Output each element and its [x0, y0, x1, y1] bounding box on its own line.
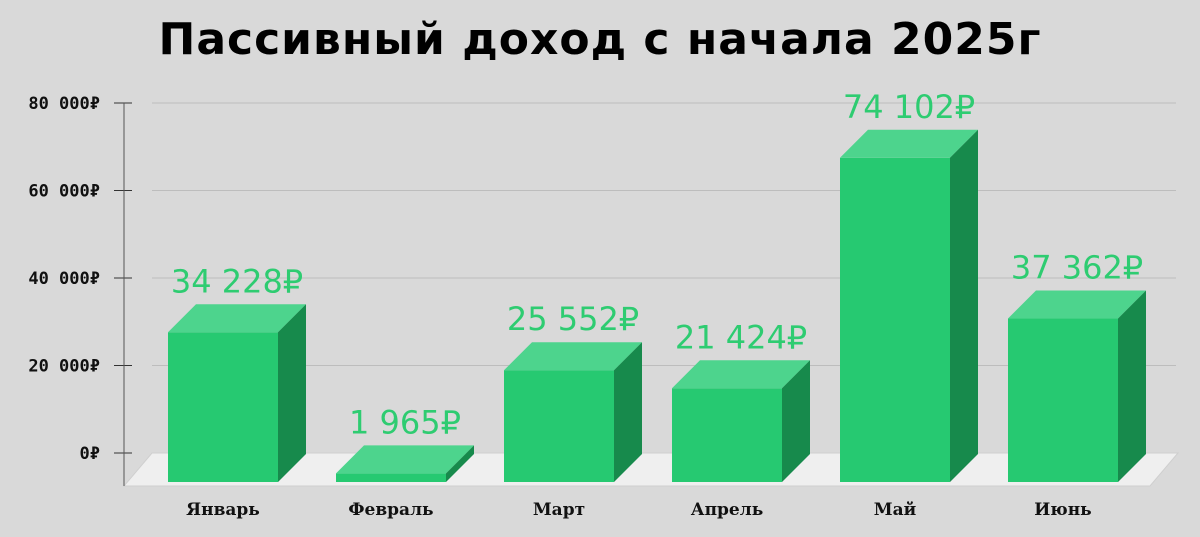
- x-category-label: Май: [874, 500, 917, 520]
- x-category-label: Март: [533, 500, 585, 520]
- bar-top: [1008, 290, 1146, 319]
- bar-top: [672, 360, 810, 389]
- bar-side: [782, 360, 810, 482]
- data-label: 1 965₽: [349, 403, 461, 441]
- data-label: 74 102₽: [843, 88, 975, 126]
- data-label: 34 228₽: [171, 262, 303, 300]
- y-axis: 0₽ 20 000₽ 40 000₽ 60 000₽ 80 000₽: [28, 94, 132, 486]
- bar: [840, 129, 978, 482]
- bar-top: [336, 445, 474, 474]
- bar-side: [950, 129, 978, 482]
- bar-front: [672, 388, 782, 482]
- bar-top: [504, 342, 642, 371]
- bar-front: [840, 157, 950, 482]
- data-label: 37 362₽: [1011, 249, 1143, 287]
- category-labels: Январь Февраль Март Апрель Май Июнь: [186, 500, 1092, 520]
- x-category-label: Июнь: [1034, 500, 1091, 520]
- bar: [1008, 290, 1146, 482]
- data-label: 25 552₽: [507, 300, 639, 338]
- x-category-label: Январь: [186, 500, 260, 520]
- bar-side: [1118, 290, 1146, 482]
- bar-side: [446, 445, 474, 482]
- bar: [672, 360, 810, 482]
- y-tick-label: 60 000₽: [28, 182, 100, 202]
- bar-side: [614, 342, 642, 482]
- bars: [168, 129, 1146, 482]
- bar: [504, 342, 642, 482]
- y-tick-label: 80 000₽: [28, 94, 100, 114]
- bar-front: [168, 332, 278, 482]
- bar-top: [840, 129, 978, 158]
- bar: [168, 304, 306, 482]
- y-tick-label: 0₽: [80, 444, 100, 464]
- bar-front: [1008, 318, 1118, 482]
- bar-top: [168, 304, 306, 333]
- x-category-label: Февраль: [348, 500, 433, 520]
- bar-side: [278, 304, 306, 482]
- y-tick-label: 20 000₽: [28, 357, 100, 377]
- data-label: 21 424₽: [675, 318, 807, 356]
- bar: [336, 445, 474, 482]
- data-labels: 34 228₽ 1 965₽ 25 552₽ 21 424₽ 74 102₽ 37 362…: [171, 88, 1143, 442]
- y-tick-label: 40 000₽: [28, 269, 100, 289]
- chart-title: Пассивный доход с начала 2025г: [158, 14, 1042, 65]
- x-category-label: Апрель: [691, 500, 764, 520]
- bar-front: [504, 370, 614, 482]
- bar-front: [336, 473, 446, 482]
